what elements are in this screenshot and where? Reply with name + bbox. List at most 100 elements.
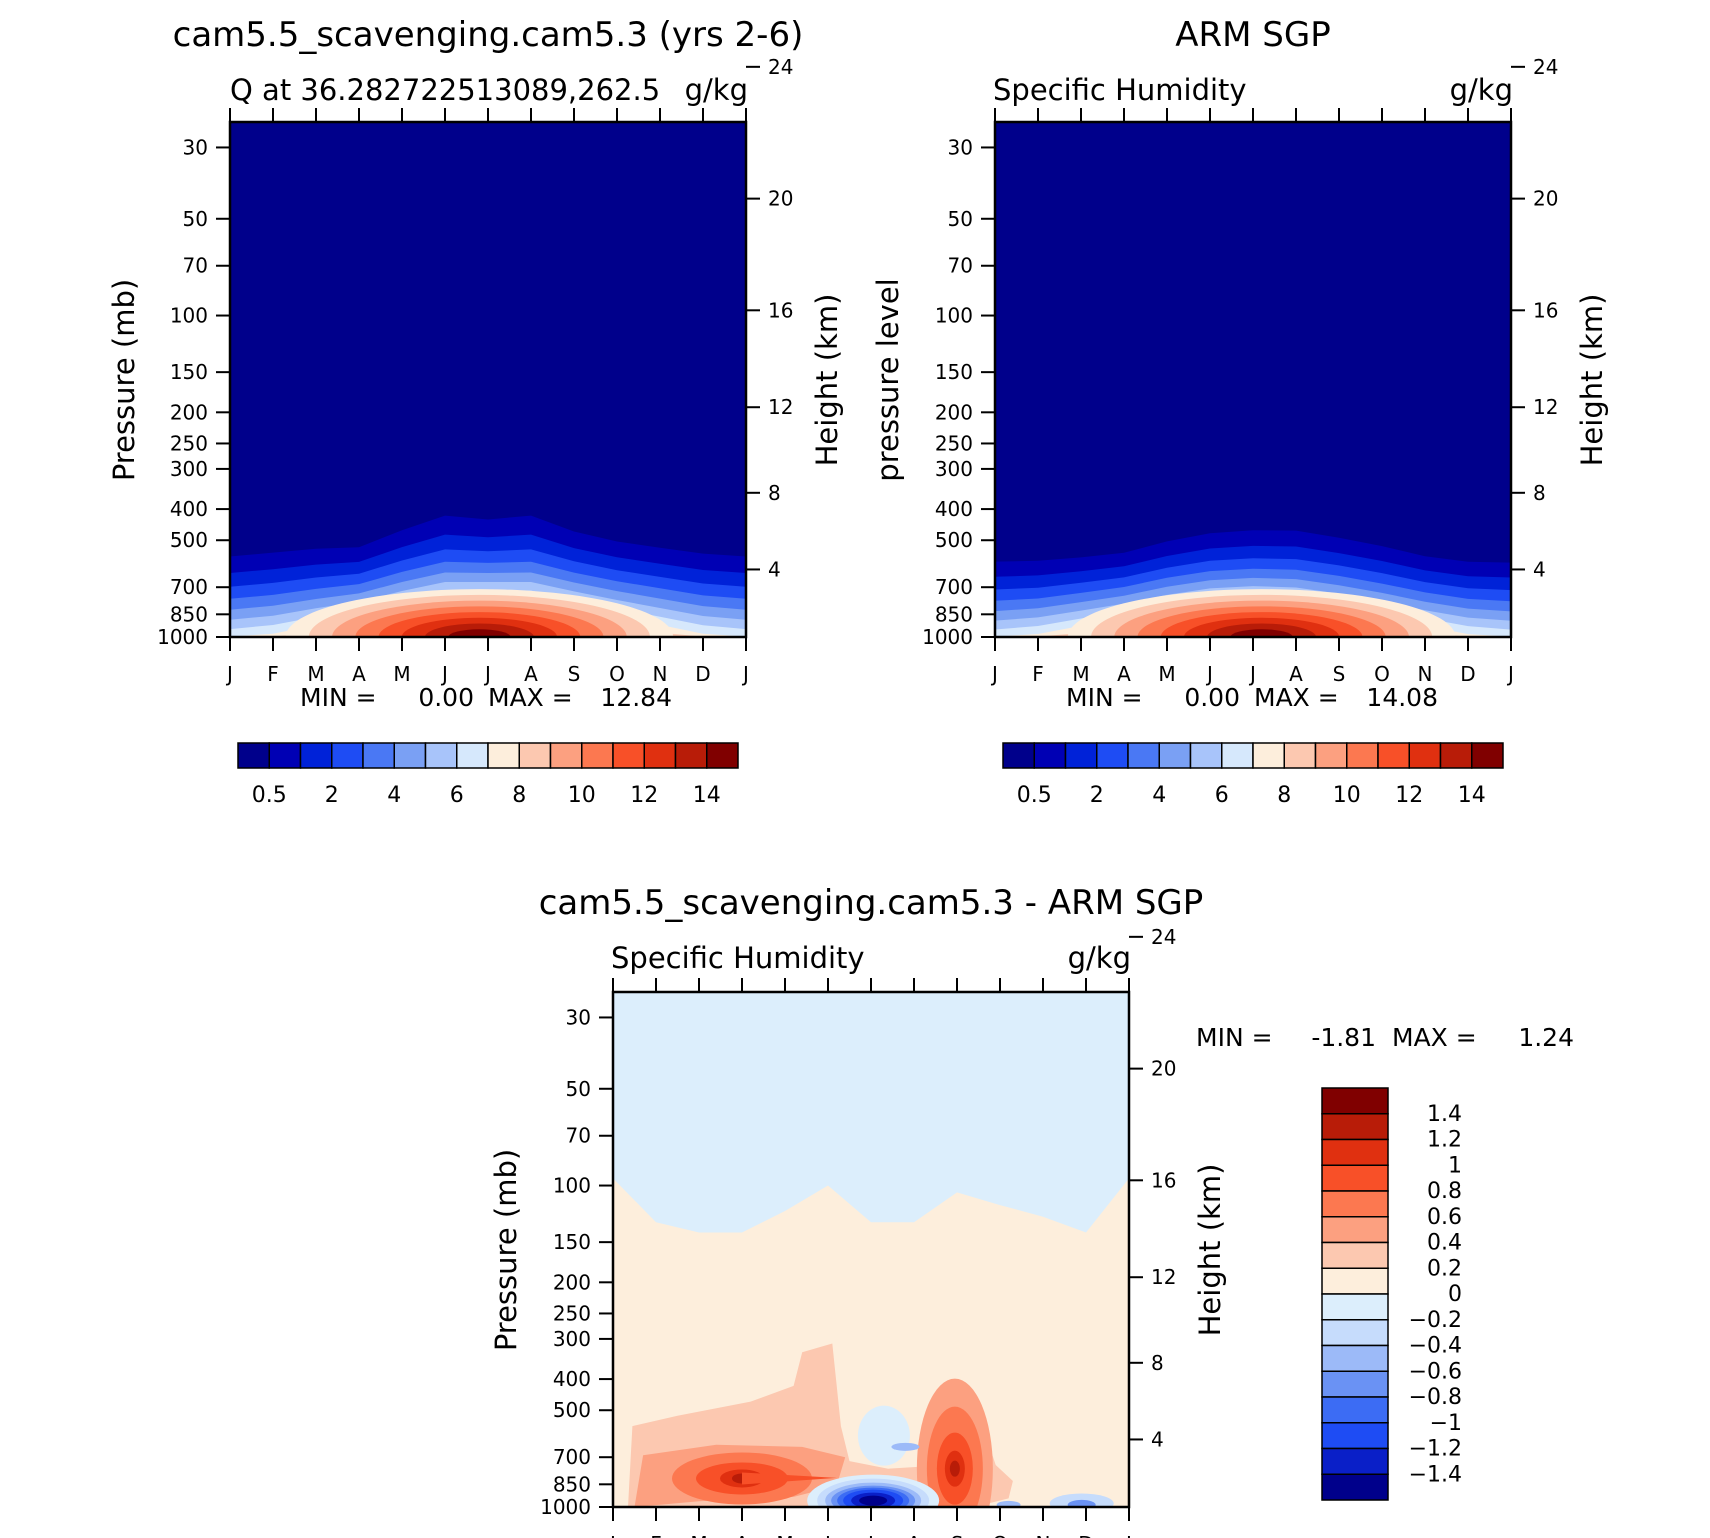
panel-obs-ylabel: pressure level [871,278,905,481]
diff-month-label: O [992,1532,1008,1538]
model-height-tick-label: 16 [768,298,793,322]
diff-colorbar-label: −1.4 [1409,1462,1462,1487]
diff-oct-neg [996,1500,1021,1507]
model-colorbar-label: 14 [693,783,721,808]
obs-month-label: S [1333,662,1346,686]
obs-height-tick-label: 16 [1533,298,1558,322]
panel-model-max-value: 12.84 [600,683,672,712]
diff-colorbar-swatch [1321,1319,1389,1347]
diff-month-label: M [776,1532,793,1538]
model-pressure-tick-label: 200 [170,400,208,424]
diff-dec-neg-core [1067,1499,1096,1507]
obs-colorbar: 0.5 2 4 6 8 10 12 14 [1002,742,1504,808]
model-pressure-tick-label: 70 [183,254,208,278]
obs-pressure-tick-label: 50 [948,207,973,231]
diff-height-tick-label: 4 [1151,1427,1164,1451]
diff-colorbar-swatch [1321,1293,1389,1321]
panel-obs-max-label: MAX = [1254,683,1339,712]
diff-pressure-tick-label: 500 [553,1398,591,1422]
diff-pressure-tick-label: 100 [553,1174,591,1198]
obs-pressure-tick-label: 30 [948,135,973,159]
model-pressure-tick-label: 700 [170,575,208,599]
diff-colorbar-label: −0.4 [1409,1334,1462,1359]
diff-summer-neg-7 [859,1495,888,1506]
obs-month-label: F [1032,662,1044,686]
diff-july-aloft-neg [857,1405,910,1466]
model-colorbar-swatch [643,742,677,769]
model-colorbar-swatch [268,742,302,769]
diff-height-tick-label: 24 [1151,925,1176,949]
diff-colorbar: 1.41.210.80.60.40.20−0.2−0.4−0.6−0.8−1−1… [1321,1087,1462,1501]
model-month-label: J [225,662,233,686]
obs-contour-field [995,122,1511,637]
obs-colorbar-swatch [1096,742,1129,769]
model-month-label: J [741,662,749,686]
obs-month-label: A [1289,662,1303,686]
obs-colorbar-label: 0.5 [1017,783,1052,808]
diff-colorbar-swatch [1321,1267,1389,1295]
obs-height-tick-label: 24 [1533,55,1558,79]
diff-colorbar-swatch [1321,1473,1389,1501]
model-height-tick-label: 20 [768,187,793,211]
diff-april-tongue [742,1472,837,1485]
obs-pressure-tick-label: 70 [948,254,973,278]
obs-height-tick-label: 20 [1533,187,1558,211]
diff-pressure-tick-label: 250 [553,1301,591,1325]
model-height-tick-label: 4 [768,557,781,581]
obs-pressure-tick-label: 1000 [922,625,973,649]
obs-colorbar-label: 6 [1215,783,1229,808]
diff-colorbar-label: 0 [1448,1282,1462,1307]
model-month-label: S [568,662,581,686]
model-pressure-tick-label: 300 [170,457,208,481]
diff-pressure-tick-label: 700 [553,1445,591,1469]
diff-colorbar-label: 0.8 [1427,1179,1462,1204]
model-contour-field [230,122,746,637]
model-colorbar-swatch [237,742,270,769]
obs-colorbar-swatch [1283,742,1317,769]
diff-month-label: D [1078,1532,1093,1538]
model-pressure-tick-label: 150 [170,360,208,384]
obs-month-label: O [1374,662,1390,686]
obs-month-label: J [1248,662,1256,686]
model-height-tick-label: 12 [768,395,793,419]
model-month-label: F [267,662,279,686]
obs-pressure-tick-label: 150 [935,360,973,384]
diff-pressure-tick-label: 30 [566,1005,591,1029]
diff-colorbar-label: 0.4 [1427,1231,1462,1256]
diff-colorbar-label: 0.2 [1427,1256,1462,1281]
diff-colorbar-swatch [1321,1241,1389,1269]
model-month-label: M [307,662,324,686]
model-month-label: A [524,662,538,686]
diff-month-label: J [1124,1532,1132,1538]
diff-contour-field [613,992,1129,1507]
model-colorbar-swatch [518,742,552,769]
panel-model-max-label: MAX = [488,683,573,712]
diff-colorbar-label: 0.6 [1427,1205,1462,1230]
panel-model-min-label: MIN = [300,683,377,712]
diff-colorbar-swatch [1321,1370,1389,1398]
diff-colorbar-swatch [1321,1113,1389,1141]
model-colorbar-swatch [456,742,489,769]
obs-height-tick-label: 12 [1533,395,1558,419]
model-pressure-tick-label: 850 [170,602,208,626]
diff-month-label: J [866,1532,874,1538]
model-colorbar-label: 8 [512,783,526,808]
model-colorbar-swatch [549,742,583,769]
panel-diff-ylabel: Pressure (mb) [489,1149,523,1351]
model-pressure-tick-label: 50 [183,207,208,231]
diff-month-label: J [823,1532,831,1538]
model-month-label: J [440,662,448,686]
obs-colorbar-swatch [1314,742,1348,769]
obs-colorbar-swatch [1377,742,1410,769]
obs-colorbar-swatch [1064,742,1098,769]
diff-colorbar-swatch [1321,1190,1389,1218]
diff-height-tick-label: 20 [1151,1057,1176,1081]
diff-colorbar-label: −0.6 [1409,1359,1462,1384]
obs-colorbar-swatch [1002,742,1035,769]
model-colorbar-swatch [487,742,520,769]
panel-obs-y2label: Height (km) [1575,294,1609,467]
panel-obs-units: g/kg [1450,73,1513,107]
obs-colorbar-label: 8 [1277,783,1291,808]
diff-height-tick-label: 8 [1151,1351,1164,1375]
